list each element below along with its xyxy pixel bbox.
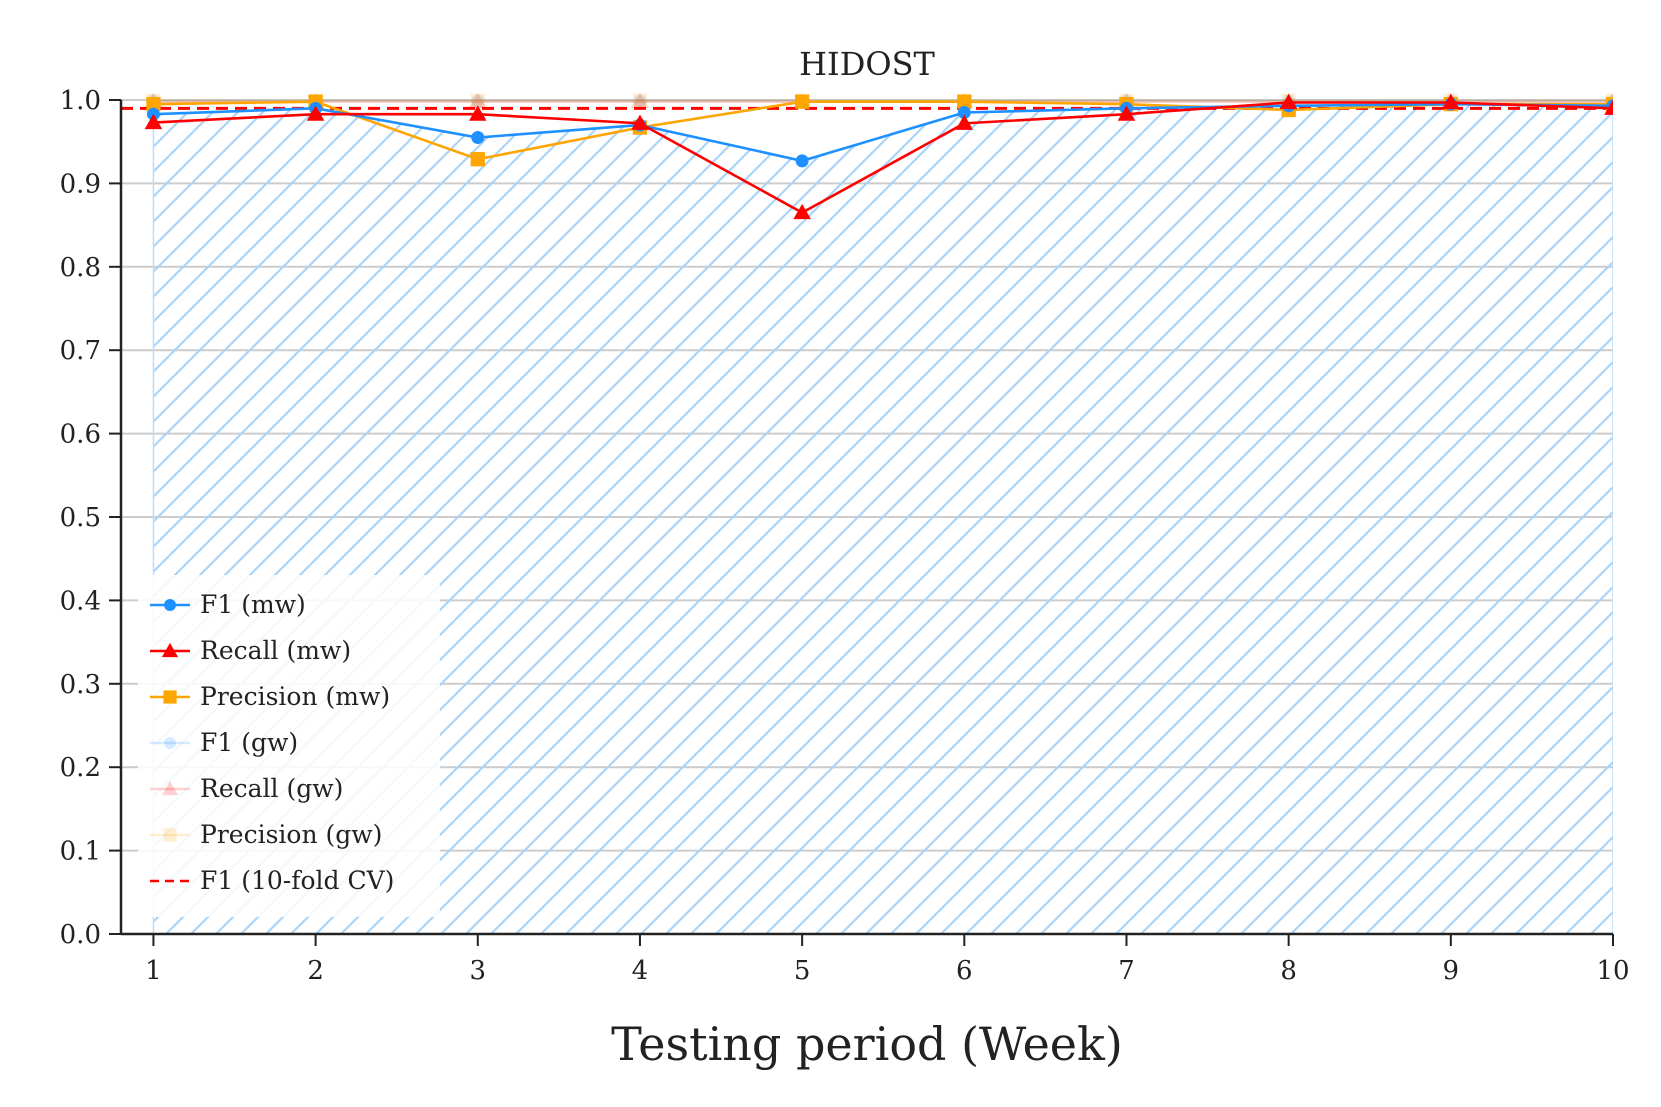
legend-marker-recall-gw — [161, 780, 179, 796]
y-tick-label: 0.9 — [60, 169, 101, 199]
point-precision-mw — [470, 152, 485, 167]
x-tick-label: 5 — [794, 956, 811, 986]
legend-marker-precision-mw — [163, 690, 177, 704]
point-recall-mw — [1442, 93, 1460, 110]
y-tick-label: 0.6 — [60, 420, 101, 450]
legend: F1 (mw) Recall (mw) Precision (mw) F1 (gw) R… — [138, 575, 440, 917]
point-recall-mw — [631, 114, 649, 130]
x-tick-label: 4 — [632, 956, 649, 986]
point-recall-mw — [144, 113, 163, 130]
series-line-recall-mw — [153, 101, 1613, 215]
y-tick-label: 0.1 — [60, 837, 101, 867]
point-precision-mw — [146, 97, 161, 112]
legend-label-f1-10-fold-cv: F1 (10-fold CV) — [200, 866, 394, 895]
point-recall-mw — [1117, 105, 1136, 121]
legend-marker-precision-gw — [163, 828, 177, 842]
y-tick-label: 0.8 — [60, 253, 101, 283]
x-axis-label: Testing period (Week) — [611, 1017, 1123, 1071]
legend-marker-recall-mw — [161, 642, 179, 658]
y-tick-label: 0.0 — [60, 920, 101, 950]
point-precision-mw — [794, 94, 810, 109]
point-f1-mw — [471, 131, 485, 145]
y-tick-label: 1.0 — [60, 86, 101, 116]
x-tick-label: 1 — [145, 956, 162, 986]
legend-label-f1-gw: F1 (gw) — [200, 728, 298, 757]
point-recall-mw — [955, 114, 974, 130]
point-recall-mw — [306, 105, 325, 121]
x-tick-label: 6 — [956, 956, 973, 986]
x-tick-label: 9 — [1443, 956, 1460, 986]
y-tick-label: 0.5 — [60, 503, 101, 533]
legend-label-f1-mw: F1 (mw) — [200, 590, 306, 619]
series-line-f1-mw — [153, 102, 1613, 163]
legend-marker-f1-gw — [164, 737, 176, 749]
y-tick-label: 0.4 — [60, 586, 101, 616]
point-recall-mw — [1604, 99, 1613, 115]
point-recall-mw — [469, 105, 487, 121]
point-f1-mw — [957, 106, 971, 120]
point-precision-gw — [632, 93, 648, 108]
point-precision-gw — [470, 93, 485, 108]
point-f1-gw — [471, 94, 485, 108]
x-tick-label: 7 — [1118, 956, 1135, 986]
legend-label-precision-gw: Precision (gw) — [200, 820, 382, 849]
point-recall-mw — [793, 203, 811, 220]
series-layer — [121, 92, 1613, 220]
legend-label-recall-gw: Recall (gw) — [200, 774, 343, 803]
x-tick-label: 10 — [1596, 956, 1629, 986]
y-tick-label: 0.3 — [60, 670, 101, 700]
axes: 0.0 0.1 0.2 0.3 0.4 0.5 0.6 0.7 0.8 0.9 1.0 1 2 3 4 5 6 7… — [60, 86, 1630, 986]
point-f1-gw — [633, 94, 647, 108]
y-tick-label: 0.7 — [60, 336, 101, 366]
x-tick-label: 8 — [1280, 956, 1297, 986]
y-tick-label: 0.2 — [60, 753, 101, 783]
legend-label-recall-mw: Recall (mw) — [200, 636, 351, 665]
x-tick-label: 2 — [307, 956, 324, 986]
chart-title: HIDOST — [799, 45, 935, 83]
point-recall-mw — [1279, 93, 1298, 110]
x-tick-label: 3 — [470, 956, 487, 986]
point-recall-gw — [469, 92, 487, 109]
legend-marker-f1-mw — [164, 599, 176, 611]
point-precision-mw — [957, 94, 972, 109]
point-f1-mw — [795, 154, 809, 168]
series-line-precision-mw — [153, 100, 1613, 161]
point-recall-gw — [631, 92, 649, 109]
legend-box — [138, 575, 440, 917]
legend-label-precision-mw: Precision (mw) — [200, 682, 390, 711]
